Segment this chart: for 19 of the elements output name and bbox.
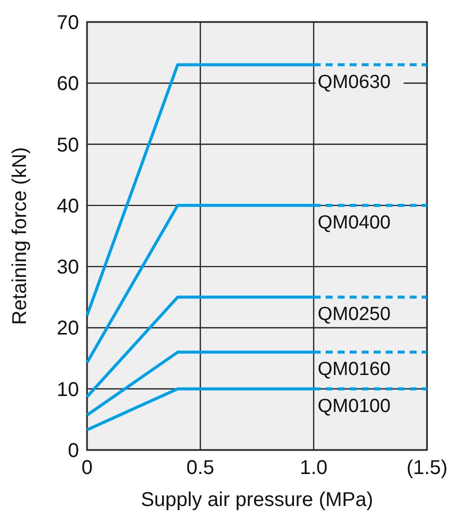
series-label: QM0630 [318,72,391,93]
y-axis-title: Retaining force (kN) [9,147,31,325]
y-tick-label: 10 [56,378,79,401]
x-axis-title: Supply air pressure (MPa) [140,489,374,511]
y-tick-label: 0 [68,440,79,462]
y-tick-label: 40 [56,195,79,218]
y-tick-label: 60 [56,73,79,96]
y-tick-label: 70 [56,12,79,34]
y-tick-label: 20 [56,318,79,340]
x-tick-label: (1.5) [406,457,448,479]
series-label: QM0160 [318,359,391,380]
x-tick-label: 0.5 [186,457,214,479]
y-tick-label: 50 [56,134,79,156]
series-label: QM0250 [318,304,391,326]
x-tick-label: 0 [81,457,93,479]
x-tick-label: 1.0 [300,457,328,479]
y-tick-label: 30 [56,256,79,279]
series-label: QM0100 [318,396,391,417]
series-label: QM0400 [318,212,391,234]
